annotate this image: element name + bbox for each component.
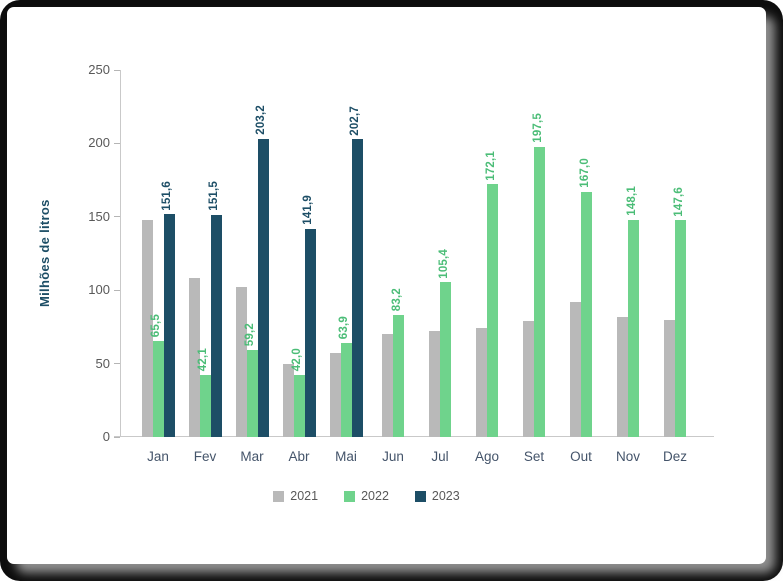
bar-2022-out — [581, 191, 592, 437]
bar-2022-fev — [199, 375, 211, 437]
bar-value-label-2022-out: 167,0 — [578, 158, 591, 188]
legend-label-2022: 2022 — [361, 489, 389, 503]
x-category-label-set: Set — [523, 449, 545, 464]
bar-2022-jun — [393, 314, 404, 437]
bar-2022-mai — [340, 343, 352, 437]
x-category-label-fev: Fev — [193, 449, 217, 464]
bar-2021-abr — [282, 363, 294, 437]
plot-area: 0 50 100 150 200 250 65,5 151,6 Jan 42,1 151,5 Fev 5… — [88, 62, 714, 464]
legend-swatch-2022 — [344, 490, 356, 502]
y-axis-title: Milhões de litros — [37, 199, 52, 308]
bar-2023-mar — [257, 138, 269, 437]
bar-value-label-2023-abr: 141,9 — [302, 194, 314, 225]
y-tick-label: 0 — [102, 429, 110, 444]
bar-2022-jan — [152, 340, 164, 437]
bar-2021-jul — [429, 331, 440, 437]
bar-2021-nov — [617, 316, 628, 437]
y-tick-mark — [114, 216, 120, 218]
y-tick-label: 150 — [88, 208, 110, 224]
legend: 2021 2022 2023 — [7, 489, 726, 503]
bar-2021-dez — [664, 319, 675, 437]
bar-value-label-2022-jun: 83,2 — [390, 287, 403, 311]
x-category-label-jul: Jul — [431, 449, 449, 464]
bar-value-label-2022-dez: 147,6 — [672, 186, 685, 217]
bar-value-label-2023-mar: 203,2 — [255, 104, 267, 135]
x-category-label-abr: Abr — [288, 449, 310, 464]
bar-2021-mar — [235, 287, 247, 437]
legend-swatch-2023 — [414, 490, 426, 502]
y-tick-mark — [114, 69, 120, 71]
bar-2022-ago — [487, 184, 498, 437]
y-tick-mark — [114, 436, 120, 438]
bar-value-label-2022-abr: 42,0 — [291, 348, 303, 372]
bar-2021-out — [570, 301, 581, 437]
bar-value-label-2022-jul: 105,4 — [437, 248, 450, 279]
legend-item-2023: 2023 — [414, 489, 460, 503]
bar-2021-jun — [382, 334, 393, 437]
bar-value-label-2022-mai: 63,9 — [338, 316, 350, 340]
bar-2022-set — [534, 147, 545, 437]
bar-value-label-2023-jan: 151,6 — [161, 180, 173, 211]
bar-value-label-2022-mar: 59,2 — [244, 322, 256, 347]
x-category-label-nov: Nov — [615, 449, 640, 464]
x-category-label-dez: Dez — [662, 449, 687, 464]
legend-swatch-2021 — [273, 490, 285, 502]
bar-2022-abr — [293, 375, 305, 437]
y-axis-line — [120, 70, 121, 437]
bar-value-label-2023-fev: 151,5 — [208, 180, 220, 211]
y-tick-mark — [114, 289, 120, 291]
bar-value-label-2022-fev: 42,1 — [197, 348, 209, 372]
x-category-label-mai: Mai — [335, 449, 357, 464]
chart-card: Milhões de litros 0 50 100 150 200 250 65,5 151… — [7, 7, 766, 564]
y-tick-label: 250 — [88, 62, 110, 77]
bar-2022-dez — [675, 220, 686, 437]
bar-value-label-2023-mai: 202,7 — [349, 105, 361, 136]
bar-2022-nov — [628, 219, 639, 437]
bar-2021-set — [523, 321, 534, 437]
bar-value-label-2022-jan: 65,5 — [150, 313, 162, 337]
bar-2021-fev — [188, 278, 200, 437]
y-tick-label: 200 — [88, 135, 110, 151]
x-category-label-jan: Jan — [147, 449, 169, 464]
bar-2021-mai — [329, 353, 341, 437]
bar-2021-jan — [141, 219, 153, 437]
x-category-label-mar: Mar — [240, 449, 264, 464]
x-category-label-ago: Ago — [474, 449, 500, 464]
bar-2023-mai — [351, 139, 363, 437]
legend-label-2021: 2021 — [290, 489, 319, 503]
y-tick-label: 100 — [88, 282, 110, 298]
bar-value-label-2022-nov: 148,1 — [625, 185, 638, 216]
bar-2023-fev — [210, 214, 222, 437]
bar-2023-jan — [163, 214, 175, 437]
legend-item-2021: 2021 — [273, 489, 318, 503]
bar-2021-ago — [476, 328, 487, 437]
bar-value-label-2022-ago: 172,1 — [484, 150, 497, 181]
y-tick-label: 50 — [95, 355, 110, 371]
legend-item-2022: 2022 — [344, 489, 389, 503]
legend-label-2023: 2023 — [431, 489, 460, 503]
bar-2023-abr — [304, 228, 316, 437]
bar-2022-jul — [440, 282, 451, 437]
bar-2022-mar — [246, 350, 258, 437]
x-axis-line — [114, 436, 714, 437]
y-tick-mark — [114, 142, 120, 144]
x-category-label-jun: Jun — [382, 449, 404, 464]
y-tick-mark — [114, 363, 120, 365]
x-category-label-out: Out — [570, 449, 592, 464]
bar-value-label-2022-set: 197,5 — [531, 113, 544, 144]
